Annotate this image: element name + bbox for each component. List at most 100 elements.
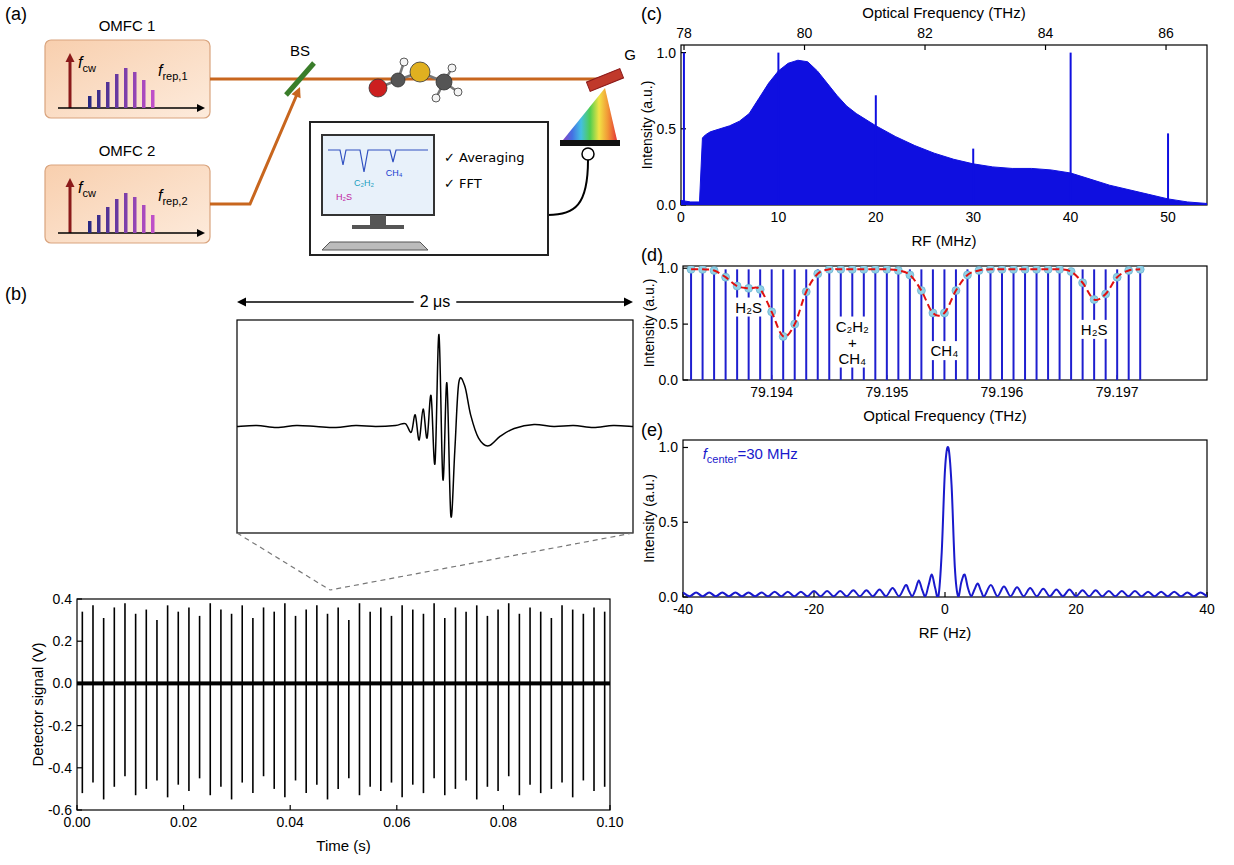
interferogram-burst	[103, 618, 105, 799]
x-tick	[813, 592, 814, 597]
interferogram-burst	[124, 603, 126, 776]
interferogram-burst	[252, 618, 254, 793]
plot-frame	[681, 45, 1207, 205]
x-tick-label: -20	[804, 601, 824, 617]
interferogram-burst	[572, 610, 574, 798]
x-tick-label: 10	[771, 209, 787, 225]
comb-line	[932, 269, 934, 380]
subscript: rep,2	[162, 195, 187, 207]
interferogram-burst	[348, 620, 350, 778]
interferogram-burst	[231, 614, 233, 800]
label-patch	[414, 292, 457, 311]
panel-label: (c)	[641, 4, 662, 24]
y-tick	[77, 641, 82, 642]
y-tick-label: 0.5	[659, 316, 679, 332]
interferogram-burst	[476, 605, 478, 799]
screen-label: H₂S	[336, 192, 352, 202]
interferogram-burst	[465, 612, 467, 781]
atom	[432, 94, 440, 102]
comb-line	[1167, 133, 1169, 205]
comb-line	[972, 149, 974, 205]
interferogram-burst	[401, 605, 403, 797]
atom	[448, 64, 456, 72]
x-tick-label: 0.06	[383, 814, 410, 830]
comb-line	[690, 269, 692, 380]
annotation-line: C₂H₂	[836, 318, 869, 335]
cw-line	[69, 185, 72, 233]
comb-line	[771, 269, 773, 380]
x-tick-label: 0	[677, 209, 685, 225]
interferogram-burst	[327, 614, 329, 800]
interferogram-burst	[391, 616, 393, 783]
comb-tooth	[133, 197, 137, 233]
annotation: C₂H₂+CH₄	[836, 318, 869, 367]
comb-line	[989, 269, 991, 380]
interferogram-burst	[497, 610, 499, 791]
interferogram-burst	[199, 616, 201, 778]
keyboard	[322, 242, 428, 250]
x-tick	[183, 805, 184, 810]
comb-tooth	[124, 193, 128, 233]
symbol-label: frep,2	[158, 187, 188, 207]
comb-line	[1013, 269, 1015, 380]
x-tick	[290, 805, 291, 810]
y-axis-title: Intensity (a.u.)	[639, 81, 655, 170]
interferogram-burst	[604, 612, 606, 787]
y-axis-title: Detector signal (V)	[29, 642, 46, 766]
x-axis-title: Optical Frequency (THz)	[863, 407, 1026, 424]
x2-tick	[804, 45, 805, 50]
annotation: CH₄	[931, 342, 959, 359]
x-tick-label: 40	[1199, 601, 1215, 617]
zoom-connector	[330, 533, 633, 590]
atom	[400, 58, 408, 66]
comb-line	[1024, 269, 1026, 380]
x2-tick-label: 84	[1038, 25, 1054, 41]
comb-line	[875, 95, 877, 205]
interferogram-burst	[135, 614, 137, 795]
source-name: OMFC 1	[99, 17, 156, 34]
comb-tooth	[115, 199, 119, 233]
monitor-base	[352, 225, 404, 229]
y-tick	[683, 596, 688, 597]
symbol-label: fcw	[78, 179, 96, 199]
data-layer	[687, 266, 1144, 380]
annotation: H₂S	[735, 299, 762, 316]
detector	[582, 148, 594, 160]
y-axis-title: Intensity (a.u.)	[641, 279, 657, 368]
y-tick	[683, 324, 688, 325]
interferogram-burst	[412, 610, 414, 785]
panel-label: (e)	[641, 420, 663, 440]
comb-tooth	[106, 207, 110, 233]
y-tick	[77, 725, 82, 726]
interferogram-burst	[284, 603, 286, 797]
spectrum-area	[681, 60, 1207, 205]
y-tick-label: 1.0	[657, 45, 677, 61]
cw-line	[69, 60, 72, 108]
interferogram-burst	[519, 614, 521, 795]
data-layer	[683, 447, 1207, 597]
interferogram-burst	[316, 605, 318, 784]
chart-panel: 010203040500.00.51.07880828486Optical Fr…	[639, 4, 1207, 249]
interferogram-burst	[114, 607, 116, 786]
interferogram-burst	[583, 614, 585, 781]
checklist-item: ✓ FFT	[444, 176, 482, 191]
symbol-label: fcw	[78, 54, 96, 74]
annotation: fcenter=30 MHz	[703, 445, 798, 465]
interferogram-burst	[529, 607, 531, 784]
atom	[369, 79, 387, 97]
x-axis-title: RF (MHz)	[912, 232, 977, 249]
x-tick-label: 79.196	[981, 384, 1024, 400]
interferogram-burst	[433, 603, 435, 778]
frequency-axis	[58, 232, 198, 234]
panel-label: (d)	[641, 245, 663, 265]
y-tick-label: 0.0	[53, 675, 73, 691]
y-tick-label: 0.4	[53, 591, 73, 607]
annotation-line: +	[848, 334, 857, 351]
plot-frame	[237, 320, 633, 533]
data-layer	[237, 334, 633, 517]
interferogram-burst	[82, 612, 84, 793]
label-patch	[732, 298, 765, 317]
screen-spectrum	[328, 150, 428, 172]
y-tick-label: -0.2	[48, 718, 72, 734]
comb-tooth	[142, 80, 146, 108]
